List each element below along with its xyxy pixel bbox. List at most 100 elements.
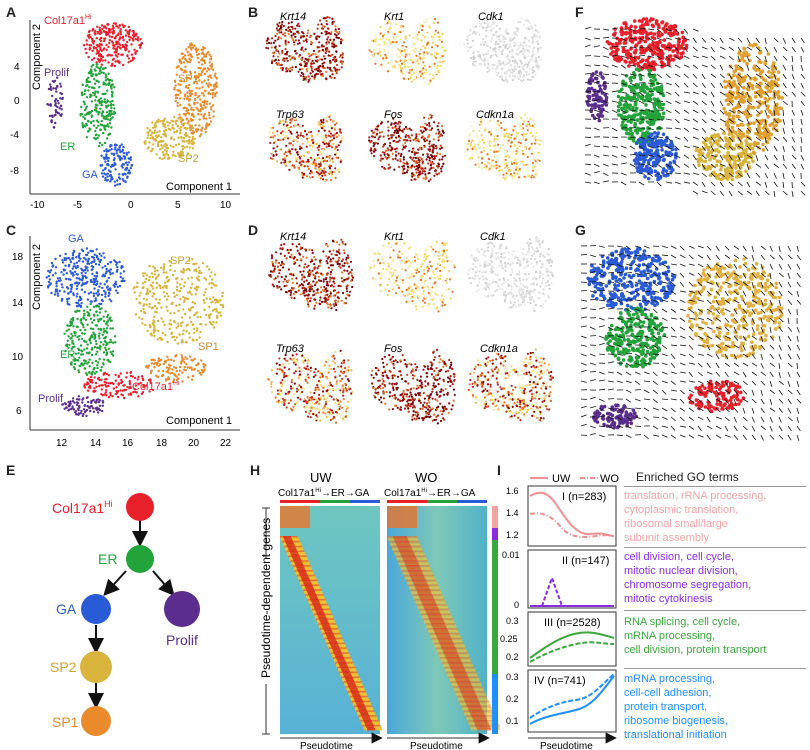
- a-label-sp2: SP2: [178, 153, 199, 165]
- go-term: subunit assembly: [624, 532, 709, 544]
- go-term: RNA splicing, cell cycle,: [624, 616, 741, 628]
- go-term: mRNA processing,: [624, 630, 716, 642]
- i-curve-wo-4: [529, 673, 615, 719]
- h-xlabel-uw: Pseudotime: [300, 741, 353, 750]
- e-label-sp1: SP1: [52, 714, 79, 730]
- e-label-sp2: SP2: [50, 659, 77, 675]
- go-term: mitotic nuclear division,: [624, 565, 738, 577]
- i-cluster-tag: III (n=2528): [544, 617, 601, 629]
- e-label-prolif: Prolif: [166, 632, 198, 648]
- a-ytick: 4: [14, 62, 20, 73]
- c-ytick: 14: [12, 298, 24, 309]
- node-col17: [126, 493, 154, 521]
- c-ylabel: Component 2: [31, 244, 43, 310]
- h-title-wo: WO: [415, 470, 437, 485]
- node-ga: [81, 594, 111, 624]
- d-gene-label: Cdk1: [480, 231, 506, 243]
- a-label-sp1: SP1: [178, 73, 199, 85]
- go-term: mitotic cytokinesis: [624, 593, 713, 605]
- a-xtick: -5: [73, 200, 82, 211]
- go-term: translation, rRNA processing,: [624, 490, 767, 502]
- go-term: chromosome segregation,: [624, 579, 752, 591]
- c-ytick: 18: [12, 252, 24, 263]
- c-ytick: 6: [16, 406, 22, 417]
- c-xlabel: Component 1: [166, 415, 232, 427]
- node-sp2: [80, 651, 112, 683]
- i-cluster-tag: IV (n=741): [534, 675, 586, 687]
- e-label-col17: Col17a1Hi: [52, 499, 113, 516]
- b-gene-label: Krt14: [280, 11, 306, 23]
- go-term: ribosomal small/large: [624, 518, 728, 530]
- a-xlabel: Component 1: [166, 181, 232, 193]
- a-label-prolif: Prolif: [44, 67, 70, 79]
- panel-label-g: G: [575, 222, 586, 238]
- i-xlabel: Pseudotime: [540, 741, 593, 750]
- c-ytick: 10: [12, 352, 24, 363]
- d-gene-label: Fos: [384, 343, 403, 355]
- i-ytick: 0.01: [502, 550, 520, 560]
- c-xtick: 22: [220, 438, 232, 449]
- i-cluster-tag: II (n=147): [562, 555, 609, 567]
- h-lineage-wo: Col17a1Hi→ER→GA: [384, 488, 476, 499]
- c-xtick: 14: [90, 438, 102, 449]
- go-terms-ii: cell division, cell cycle, mitotic nucle…: [624, 550, 751, 606]
- i-ytick: 1.6: [506, 486, 519, 496]
- a-ytick: -4: [10, 130, 19, 141]
- go-terms-i: translation, rRNA processing, cytoplasmi…: [624, 489, 766, 545]
- panel-label-f: F: [575, 4, 584, 20]
- h-lineage-uw: Col17a1Hi→ER→GA: [278, 488, 370, 499]
- c-label-col17: Col17a1Hi: [132, 380, 180, 393]
- i-ytick: 0.3: [506, 616, 519, 626]
- b-gene-label: Krt1: [384, 11, 404, 23]
- b-gene-label: Cdkn1a: [476, 109, 514, 121]
- panel-label-c: C: [6, 222, 17, 238]
- a-ylabel: Component 2: [31, 24, 43, 90]
- i-cluster-tag: I (n=283): [562, 491, 606, 503]
- h-ylabel: Pseudotime-dependent genes: [259, 518, 273, 678]
- c-xtick: 16: [122, 438, 134, 449]
- node-prolif: [164, 591, 200, 627]
- c-xtick: 18: [156, 438, 168, 449]
- h-cluster-bar-i: [492, 506, 498, 528]
- d-gene-label: Krt14: [280, 231, 306, 243]
- d-gene-label: Krt1: [384, 231, 404, 243]
- panel-g-velocity: [580, 245, 802, 441]
- c-xtick: 12: [56, 438, 68, 449]
- node-sp1: [81, 706, 111, 736]
- panel-label-b: B: [248, 4, 259, 20]
- h-xlabel-wo: Pseudotime: [410, 741, 463, 750]
- c-xtick: 20: [188, 438, 200, 449]
- i-ytick: 0.3: [506, 672, 519, 682]
- go-term: cell-cell adhesion,: [624, 687, 712, 699]
- go-term: cell division, protein transport: [624, 644, 767, 656]
- i-ytick: 0.25: [500, 634, 518, 644]
- i-ytick: 1.2: [506, 530, 519, 540]
- i-ytick: 0.1: [506, 716, 519, 726]
- a-xtick: 0: [128, 200, 134, 211]
- i-legend-wo: WO: [600, 473, 619, 485]
- a-xtick: -10: [30, 200, 45, 211]
- panel-h-heatmaps: UW WO Col17a1Hi→ER→GA Col17a1Hi→ER→GA Ps…: [259, 470, 500, 750]
- panel-c-scatter: 12 14 16 18 20 22 18 14 10 6 Component 1…: [12, 233, 240, 449]
- go-terms-iv: mRNA processing, cell-cell adhesion, pro…: [624, 672, 728, 742]
- a-xtick: 5: [175, 200, 181, 211]
- panel-d-feature-plots: Krt14 Krt1 Cdk1 Trp63 Fos Cdkn1a: [266, 231, 554, 425]
- a-xtick: 10: [220, 200, 232, 211]
- e-label-ga: GA: [56, 601, 77, 617]
- panel-a-scatter: -10 -5 0 5 10 4 0 -4 -8 Component 1 Comp…: [10, 14, 240, 211]
- i-ytick: 0.2: [506, 694, 519, 704]
- go-header: Enriched GO terms: [636, 470, 739, 484]
- go-term: mRNA processing,: [624, 673, 716, 685]
- panel-label-d: D: [248, 222, 259, 238]
- h-title-uw: UW: [310, 470, 332, 485]
- a-ytick: 0: [14, 96, 20, 107]
- i-curve-wo-3: [529, 641, 615, 663]
- panel-label-h: H: [250, 462, 261, 478]
- d-gene-label: Trp63: [276, 343, 305, 355]
- panel-b-feature-plots: Krt14 Krt1 Cdk1 Trp63 Fos Cdkn1a: [265, 11, 543, 183]
- b-gene-label: Cdk1: [478, 11, 504, 23]
- c-label-sp2: SP2: [170, 255, 191, 267]
- a-label-ga: GA: [82, 169, 99, 181]
- go-term: ribosome biogenesis,: [624, 715, 728, 727]
- c-label-prolif: Prolif: [38, 393, 64, 405]
